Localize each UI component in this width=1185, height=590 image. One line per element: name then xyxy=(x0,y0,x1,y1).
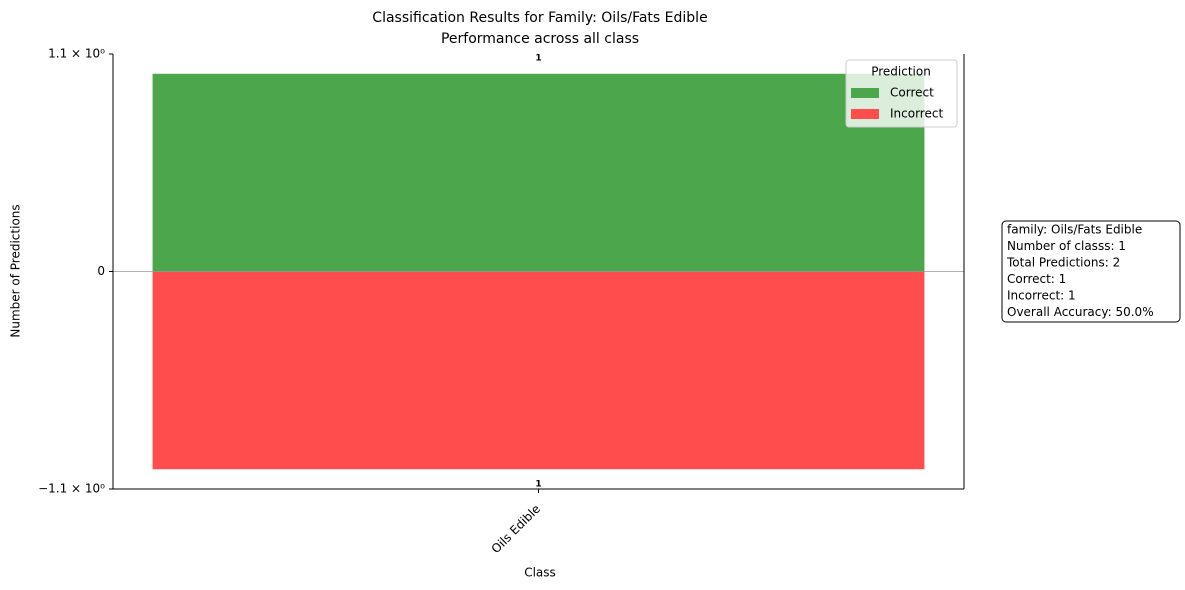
info-box xyxy=(1001,220,1181,323)
legend-swatch xyxy=(851,109,879,119)
info-line: family: Oils/Fats Edible xyxy=(1007,223,1142,237)
data-label: 1 xyxy=(535,480,541,490)
info-line: Total Predictions: 2 xyxy=(1006,256,1120,270)
legend-label: Incorrect xyxy=(890,107,943,121)
y-tick-label: 0 xyxy=(97,264,105,278)
chart-subtitle: Performance across all class xyxy=(441,31,639,47)
x-axis-label: Class xyxy=(524,566,556,580)
y-tick-label: −1.1 × 10⁰ xyxy=(38,482,105,496)
legend-label: Correct xyxy=(890,86,934,100)
bar xyxy=(152,271,925,470)
y-tick-label: 1.1 × 10⁰ xyxy=(48,47,105,61)
info-line: Overall Accuracy: 50.0% xyxy=(1007,305,1154,319)
x-tick-label: Oils Edible xyxy=(489,502,543,556)
legend-title: Prediction xyxy=(871,65,931,79)
bar xyxy=(152,73,925,272)
y-axis-label: Number of Predictions xyxy=(9,204,23,337)
info-line: Correct: 1 xyxy=(1007,272,1066,286)
info-line: Incorrect: 1 xyxy=(1007,289,1076,303)
legend-swatch xyxy=(851,88,879,98)
data-label: 1 xyxy=(535,53,541,63)
info-line: Number of classs: 1 xyxy=(1007,239,1126,253)
chart-title: Classification Results for Family: Oils/… xyxy=(372,10,707,26)
